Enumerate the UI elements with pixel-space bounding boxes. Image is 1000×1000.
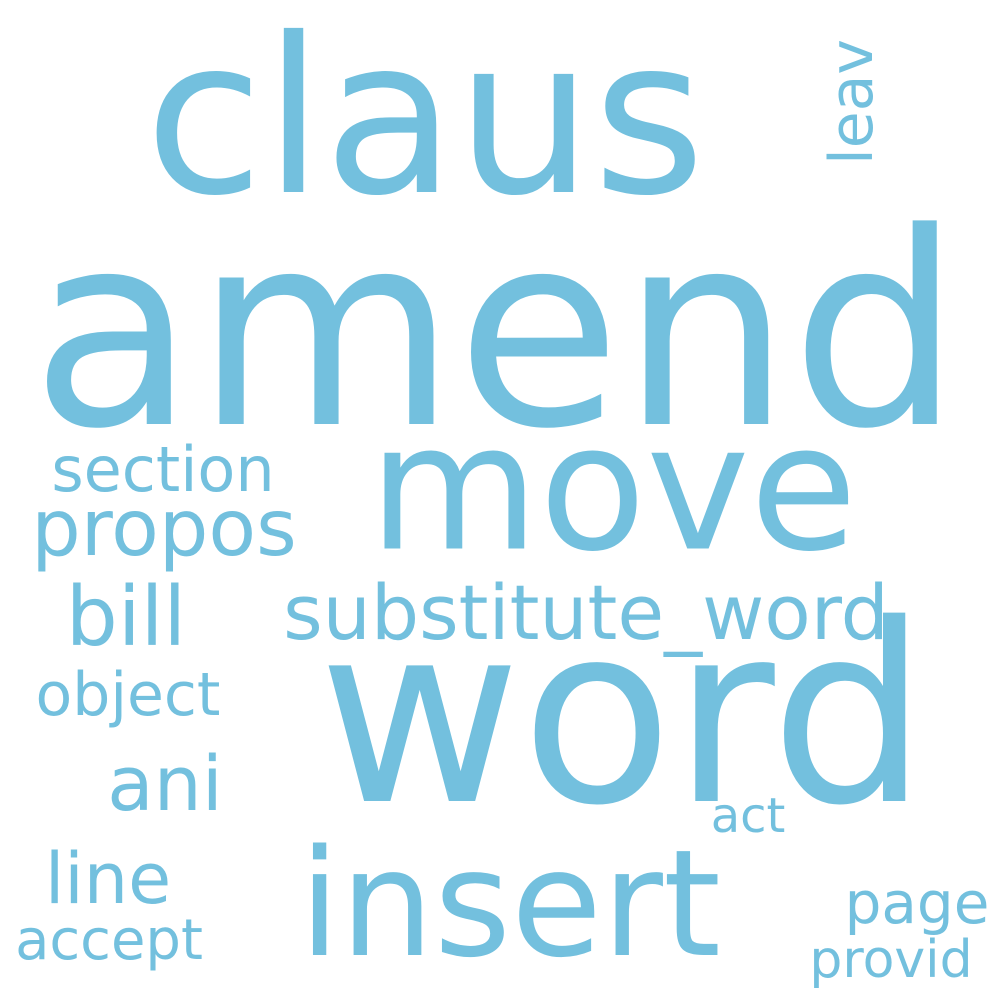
word-object: object xyxy=(35,660,221,730)
word-accept: accept xyxy=(15,908,203,973)
word-word: word xyxy=(318,572,928,860)
word-leav: leav xyxy=(817,39,887,165)
word-ani: ani xyxy=(107,739,223,828)
word-bill: bill xyxy=(65,570,187,665)
word-page: page xyxy=(844,869,990,937)
word-line: line xyxy=(44,838,172,920)
word-provid: provid xyxy=(809,930,973,990)
word-act: act xyxy=(710,788,786,844)
word-section: section xyxy=(51,433,275,506)
word-substitute-word: substitute_word xyxy=(283,568,889,657)
word-amend: amend xyxy=(30,176,962,488)
word-propos: propos xyxy=(31,484,297,574)
word-insert: insert xyxy=(299,818,721,990)
word-claus: claus xyxy=(144,0,706,243)
word-move: move xyxy=(368,387,858,591)
